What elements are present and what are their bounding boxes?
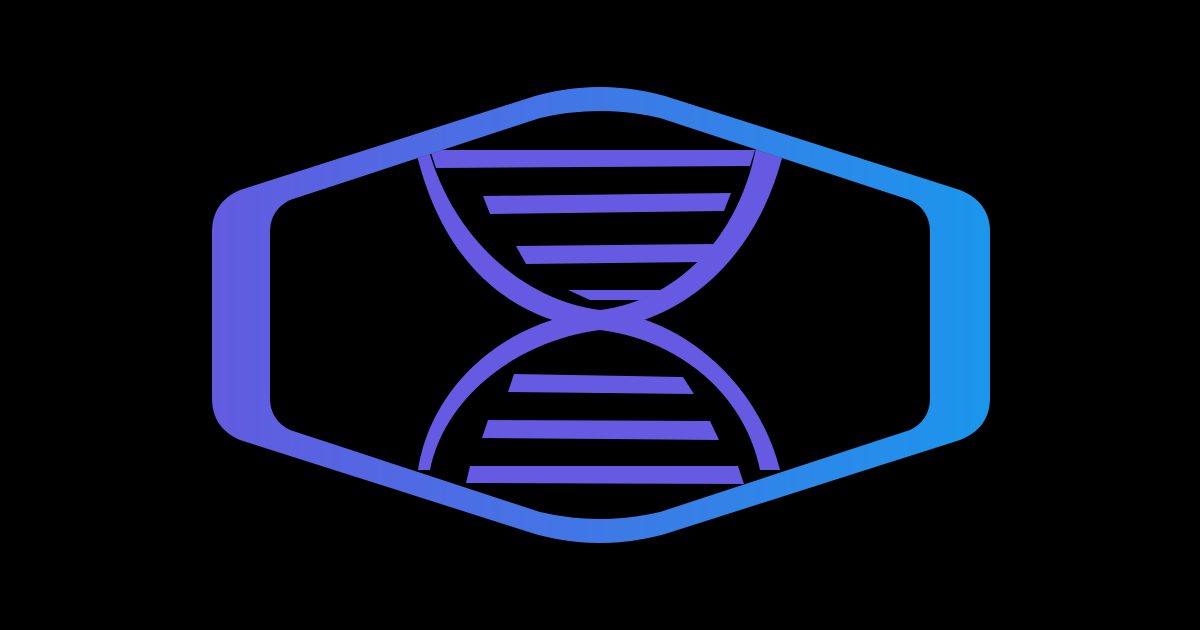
helix-strand-upper-left	[410, 120, 600, 330]
helix-rung	[508, 374, 694, 394]
helix-rung	[568, 290, 662, 300]
helix-rung	[482, 420, 719, 440]
helix-rung	[430, 150, 755, 168]
helix-strand-lower-left	[418, 310, 600, 470]
dna-helix	[410, 120, 790, 484]
helix-rung	[516, 244, 713, 264]
helix-strand-lower-right	[600, 310, 780, 470]
helix-rung	[466, 466, 744, 484]
helix-rung	[483, 193, 731, 214]
